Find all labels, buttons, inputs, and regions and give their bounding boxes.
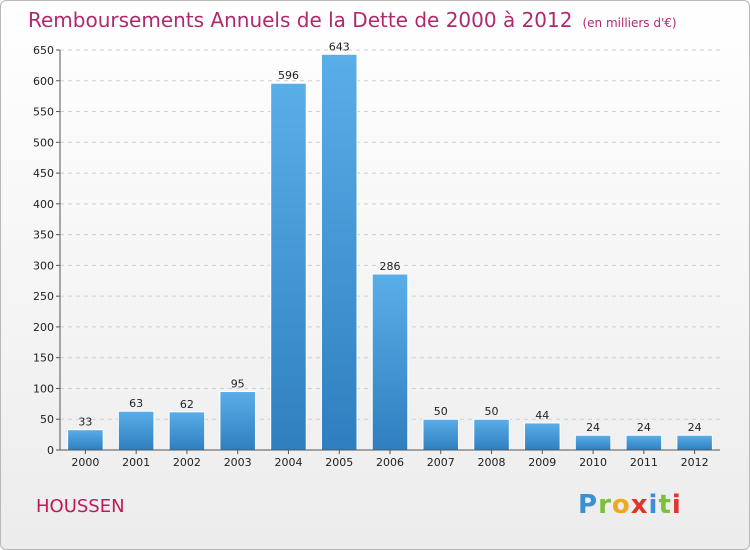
bar [270, 82, 307, 451]
y-axis-ticks: 0 50 100 150 200 250 300 350 400 450 500 550 600 650 [33, 44, 60, 457]
bar-value-label: 24 [688, 421, 702, 434]
bar [219, 391, 256, 451]
y-tick-label: 650 [33, 44, 54, 57]
y-tick-label: 300 [33, 259, 54, 272]
bar [320, 53, 358, 451]
bar [371, 273, 409, 451]
logo-letter: r [598, 490, 612, 520]
bar-value-label: 596 [278, 69, 299, 82]
y-tick-label: 50 [40, 413, 54, 426]
y-tick-label: 150 [33, 352, 54, 365]
x-tick-label: 2008 [478, 456, 506, 469]
logo-letter: i [671, 490, 682, 520]
x-tick-label: 2007 [427, 456, 455, 469]
chart-title: Remboursements Annuels de la Dette de 20… [28, 8, 677, 32]
x-tick-label: 2005 [325, 456, 353, 469]
bar-value-label: 62 [180, 398, 194, 411]
x-tick-label: 2010 [579, 456, 607, 469]
y-tick-label: 250 [33, 290, 54, 303]
x-tick-label: 2001 [122, 456, 150, 469]
x-tick-label: 2009 [528, 456, 556, 469]
axes [59, 50, 720, 451]
y-tick-label: 600 [33, 75, 54, 88]
y-tick-label: 500 [33, 136, 54, 149]
bar [117, 410, 155, 451]
y-tick-label: 200 [33, 321, 54, 334]
commune-name: HOUSSEN [36, 496, 125, 517]
y-tick-label: 400 [33, 198, 54, 211]
bar [422, 418, 460, 451]
bars: 33 63 62 95 596 643 286 50 50 44 24 24 24 [67, 40, 713, 451]
logo-letter: t [658, 490, 672, 520]
bar-value-label: 33 [78, 416, 92, 429]
bar-value-label: 63 [129, 397, 143, 410]
chart-title-text: Remboursements Annuels de la Dette de 20… [28, 8, 573, 32]
bar-value-label: 24 [637, 421, 651, 434]
y-tick-label: 100 [33, 382, 54, 395]
y-tick-label: 550 [33, 106, 54, 119]
logo-letter: o [611, 490, 631, 520]
proxiti-logo: Proxiti [578, 490, 682, 520]
bar-value-label: 50 [485, 405, 499, 418]
y-tick-label: 0 [47, 444, 54, 457]
bar [524, 422, 561, 451]
bar [676, 434, 713, 451]
bar-value-label: 44 [535, 409, 549, 422]
bar-value-label: 24 [586, 421, 600, 434]
logo-letter: x [630, 490, 649, 520]
x-tick-label: 2012 [681, 456, 709, 469]
bar [625, 434, 663, 451]
x-tick-label: 2000 [71, 456, 99, 469]
bar-value-label: 286 [380, 260, 401, 273]
bar-value-label: 95 [231, 378, 245, 391]
x-tick-label: 2006 [376, 456, 404, 469]
x-tick-label: 2004 [274, 456, 302, 469]
x-axis-ticks: 2000 2001 2002 2003 2004 2005 2006 2007 2008 2009… [71, 450, 709, 469]
bar [67, 429, 104, 451]
chart-subtitle: (en milliers d'€) [582, 16, 677, 30]
logo-letter: P [578, 490, 599, 520]
logo-letter: i [648, 490, 659, 520]
y-tick-label: 350 [33, 229, 54, 242]
bar-value-label: 643 [329, 40, 350, 53]
y-tick-label: 450 [33, 167, 54, 180]
bar [168, 411, 206, 451]
x-tick-label: 2003 [224, 456, 252, 469]
bar [574, 434, 612, 451]
bar-value-label: 50 [434, 405, 448, 418]
x-tick-label: 2011 [630, 456, 658, 469]
bar [473, 418, 510, 451]
x-tick-label: 2002 [173, 456, 201, 469]
